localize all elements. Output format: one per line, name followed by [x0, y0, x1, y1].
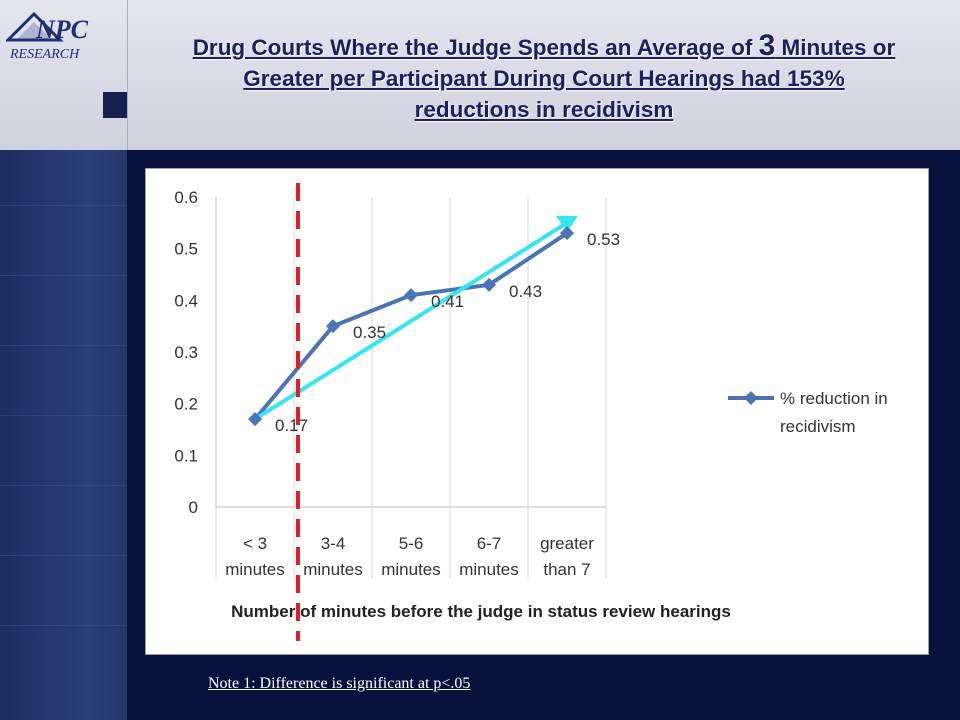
y-tick-label: 0.3 [174, 343, 198, 362]
title-line1-before: Drug Courts Where the Judge Spends an Av… [192, 35, 759, 60]
data-label: 0.53 [587, 230, 620, 249]
y-tick-label: 0.4 [174, 291, 198, 310]
x-tick-label: minutes [303, 560, 363, 579]
data-point-marker [560, 226, 574, 241]
strip-divider-2 [0, 345, 127, 346]
x-axis-title: Number of minutes before the judge in st… [231, 602, 731, 621]
x-tick-label: minutes [459, 560, 519, 579]
data-label: 0.41 [431, 292, 464, 311]
y-tick-label: 0.5 [174, 240, 198, 259]
strip-divider-6 [0, 625, 127, 626]
strip-divider-3 [0, 415, 127, 416]
y-tick-label: 0.2 [174, 395, 198, 414]
title-line2: Greater per Participant During Court Hea… [243, 66, 845, 91]
data-label: 0.43 [509, 282, 542, 301]
strip-divider-0 [0, 205, 127, 206]
slide-title: Drug Courts Where the Judge Spends an Av… [138, 30, 950, 125]
x-tick-label: greater [540, 534, 594, 553]
y-tick-label: 0.1 [174, 446, 198, 465]
data-label: 0.35 [353, 323, 386, 342]
title-line1-after: Minutes or [775, 35, 896, 60]
header-accent-square [103, 92, 127, 118]
data-point-marker [248, 412, 262, 427]
legend-label: % reduction in [780, 389, 888, 408]
x-tick-label: than 7 [543, 560, 590, 579]
chart-panel: 0 0.1 0.2 0.3 0.4 0.5 0.6 < 3 minutes 3-4 minutes 5… [145, 168, 929, 655]
trendline [253, 221, 569, 421]
significance-note: Note 1: Difference is significant at p<.… [208, 675, 471, 692]
x-tick-label: 3-4 [321, 534, 346, 553]
npc-research-logo: NPC RESEARCH [6, 11, 89, 62]
strip-divider-1 [0, 275, 127, 276]
legend-marker [744, 391, 758, 405]
x-tick-label: minutes [225, 560, 285, 579]
legend-label: recidivism [780, 417, 856, 436]
data-label: 0.17 [275, 416, 308, 435]
data-point-marker [404, 288, 418, 303]
svg-text:RESEARCH: RESEARCH [9, 47, 80, 62]
title-line3: reductions in recidivism [414, 97, 674, 122]
y-tick-label: 0 [189, 498, 198, 517]
strip-divider-4 [0, 485, 127, 486]
x-tick-label: minutes [381, 560, 441, 579]
svg-text:NPC: NPC [35, 15, 89, 44]
slide-header: NPC RESEARCH Drug Courts Where the Judge… [0, 0, 960, 150]
trendline-arrowhead [556, 215, 578, 232]
title-line1-number: 3 [758, 29, 776, 62]
strip-divider-5 [0, 555, 127, 556]
y-tick-label: 0.6 [174, 188, 198, 207]
data-point-marker [326, 319, 340, 334]
x-tick-label: 5-6 [399, 534, 424, 553]
line-chart: 0 0.1 0.2 0.3 0.4 0.5 0.6 < 3 minutes 3-4 minutes 5… [174, 183, 888, 641]
data-point-marker [482, 277, 496, 292]
x-tick-label: < 3 [243, 534, 267, 553]
header-divider [127, 0, 128, 150]
x-tick-label: 6-7 [477, 534, 502, 553]
